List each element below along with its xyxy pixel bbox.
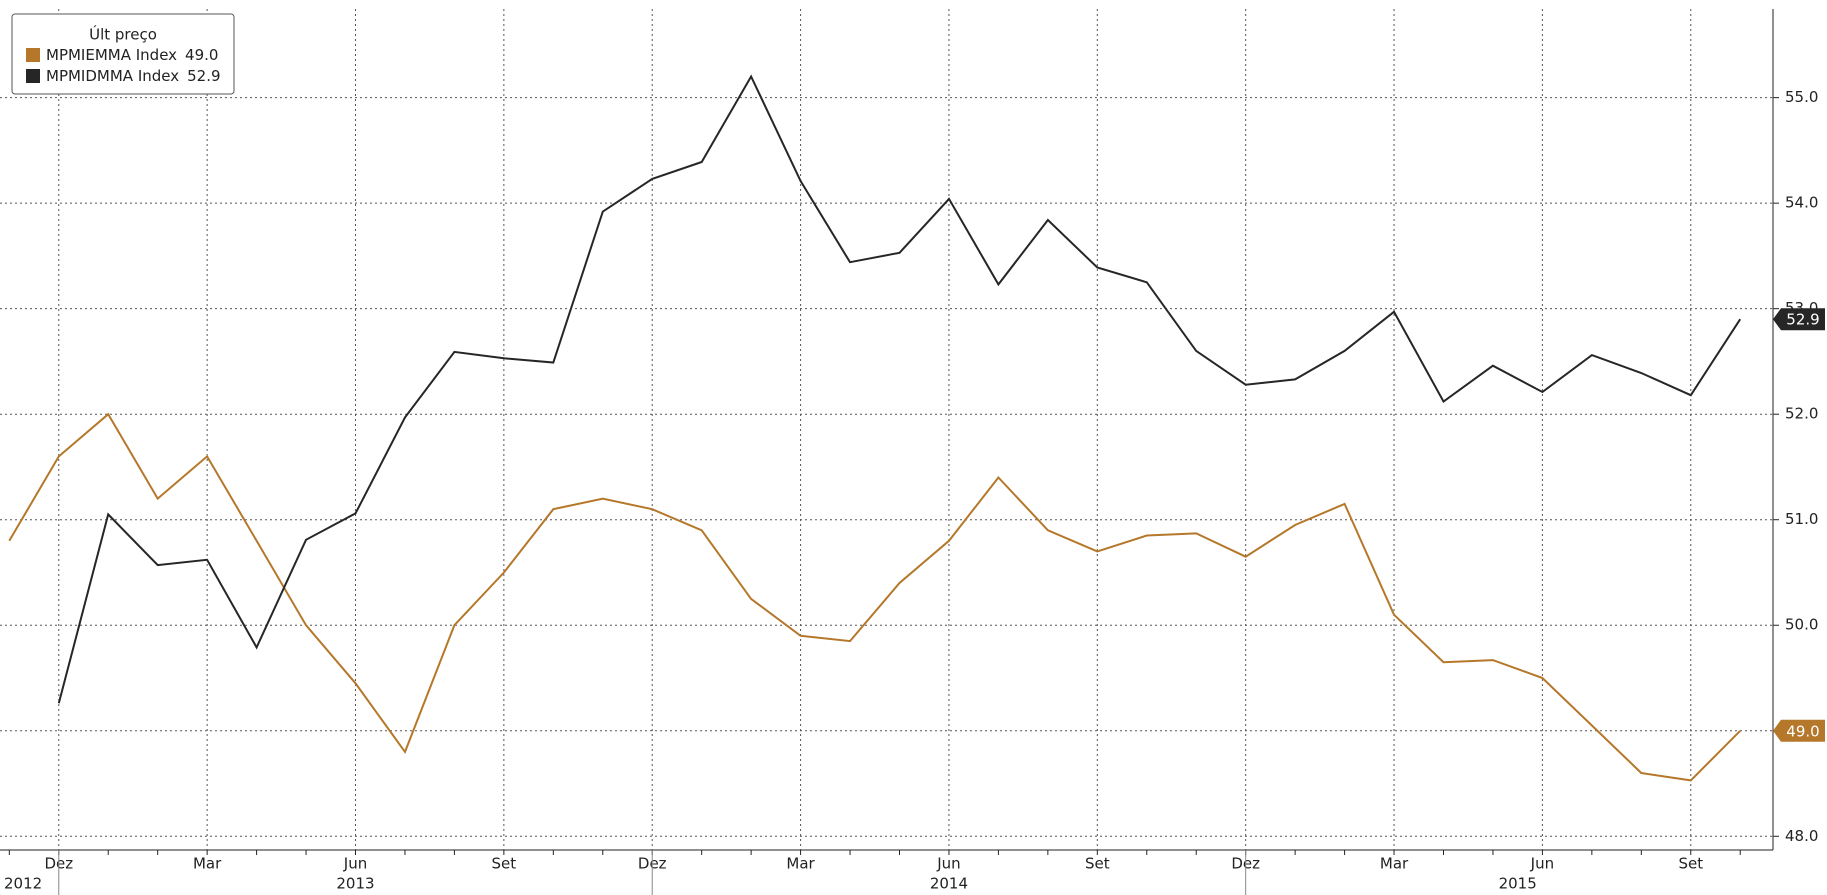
legend-swatch <box>26 69 40 83</box>
legend-box <box>11 13 235 95</box>
legend-title: Últ preço <box>89 25 157 44</box>
x-tick-label: Set <box>492 855 517 873</box>
last-value-tag <box>1773 308 1825 331</box>
x-tick-label: Mar <box>193 855 222 873</box>
series-line <box>57 74 1742 704</box>
legend-last: 52.9 <box>187 67 220 85</box>
y-tick-label: 51.0 <box>1785 510 1818 528</box>
y-tick-label: 55.0 <box>1785 88 1818 106</box>
legend-label: MPMIDMMA Index 52.9 <box>46 67 221 85</box>
y-tick-label: 48.0 <box>1785 827 1818 845</box>
year-label: 2014 <box>930 875 968 893</box>
x-tick-label: Jun <box>343 855 367 873</box>
x-tick-label: Set <box>1085 855 1110 873</box>
legend-name: MPMIEMMA Index <box>46 46 177 64</box>
legend-last: 49.0 <box>185 46 218 64</box>
x-tick-label: Jun <box>936 855 960 873</box>
x-tick-label: Mar <box>786 855 815 873</box>
last-value-tag <box>1773 719 1825 742</box>
year-label: 2012 <box>4 875 42 893</box>
x-tick-label: Set <box>1678 855 1703 873</box>
last-value-label: 52.9 <box>1786 311 1819 329</box>
legend-swatch <box>26 48 40 62</box>
y-tick-label: 50.0 <box>1785 616 1818 634</box>
series-line <box>8 412 1741 782</box>
legend: Últ preço MPMIEMMA Index 49.0 MPMIDMMA Inde… <box>11 13 235 95</box>
last-value-label: 49.0 <box>1786 722 1819 740</box>
legend-label: MPMIEMMA Index 49.0 <box>46 46 218 64</box>
y-tick-label: 52.0 <box>1785 405 1818 423</box>
year-label: 2015 <box>1499 875 1537 893</box>
x-tick-label: Mar <box>1380 855 1409 873</box>
y-tick-label: 54.0 <box>1785 194 1818 212</box>
year-label: 2013 <box>336 875 374 893</box>
legend-name: MPMIDMMA Index <box>46 67 179 85</box>
x-tick-label: Jun <box>1530 855 1554 873</box>
